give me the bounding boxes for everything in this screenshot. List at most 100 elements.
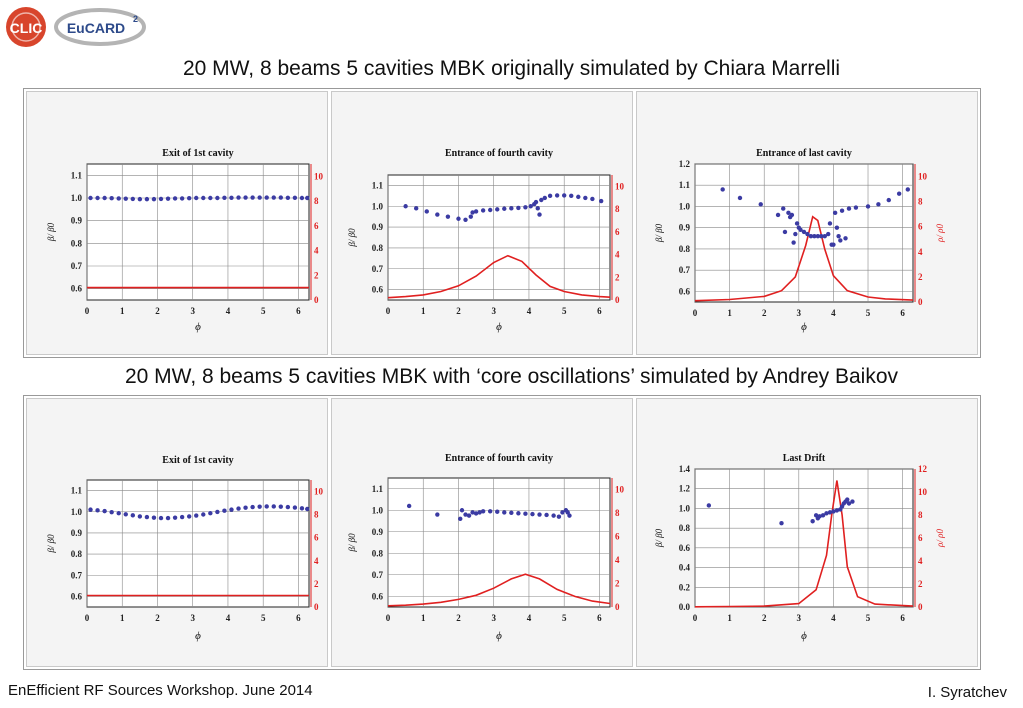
data-point [257,195,262,200]
data-point [463,512,468,517]
y-tick-label: 0.0 [679,602,691,612]
data-point [495,207,500,212]
data-point [278,195,284,200]
logo-area: CLIC EuCARD 2 [4,4,154,50]
data-point [793,231,798,237]
data-point [151,196,157,202]
y2-tick-label: 6 [314,221,319,231]
chart-svg-1: 0 1 2 3 4 5 6 0.6 0.7 0.8 0.9 1.0 1.1 0 2 4 6 8 10 Exit of … [46,148,324,333]
y-tick-label: 0.6 [679,543,691,553]
y-tick-label: 0.9 [71,528,83,538]
y-tick-label: 0.7 [71,261,83,271]
y-tick-label: 0.6 [71,284,83,294]
data-point [470,210,475,215]
data-point [305,506,310,512]
data-point [556,514,562,519]
y2-tick-label: 6 [314,533,319,543]
y-tick-label: 0.8 [71,238,83,248]
y-axis-label: β/ β0 [654,528,664,548]
data-point [194,195,199,201]
data-point [516,511,521,516]
data-point [817,514,822,519]
data-point [292,505,298,510]
data-point [463,217,468,222]
data-point [535,206,540,211]
y-tick-label: 0.7 [71,570,83,580]
data-point [109,196,114,201]
y2-tick-label: 2 [314,270,319,280]
y2-tick-label: 10 [314,171,324,181]
x-tick-label: 2 [456,306,461,316]
data-point [470,510,475,515]
y-tick-label: 0.8 [679,244,691,254]
chart-title: Last Drift [783,453,826,464]
data-point [201,512,206,517]
data-point [782,229,788,235]
y2-tick-label: 2 [615,579,620,589]
data-point [456,216,461,221]
y-axis-label: β/ β0 [347,228,357,248]
data-point [720,187,725,192]
x-tick-label: 3 [190,613,195,623]
data-point [598,198,604,204]
x-tick-label: 0 [386,613,391,623]
chart-panel-6: 0 1 2 3 4 5 6 0.0 0.2 0.4 0.6 0.8 1.0 1.2 1.4 0 2 4 6 8 10 12… [636,398,978,667]
data-point [810,519,815,524]
y-tick-label: 0.6 [372,285,384,295]
y-tick-label: 1.4 [679,464,691,474]
x-tick-label: 4 [831,308,836,318]
data-point [827,221,833,226]
chart-title: Entrance of fourth cavity [445,453,553,464]
data-point [480,208,486,213]
data-point [413,206,419,211]
y2-tick-label: 2 [918,579,923,589]
data-point [516,205,521,211]
data-point [560,510,565,515]
plot-area [387,477,611,608]
data-point [88,507,93,512]
x-tick-label: 5 [866,308,871,318]
data-point [250,195,255,200]
data-point [194,513,199,518]
y2-tick-label: 0 [314,295,319,305]
x-tick-label: 1 [421,306,426,316]
data-point [130,196,136,202]
data-point [539,197,544,203]
data-point [236,506,241,511]
y-tick-label: 1.2 [679,484,691,494]
data-point [786,210,791,216]
footer-event: EnEfficient RF Sources Workshop. June 20… [8,682,313,699]
plot-area [694,468,914,608]
x-tick-label: 1 [120,613,125,623]
data-point [137,514,143,519]
data-point [285,504,291,510]
x-tick-label: 0 [386,306,391,316]
data-point [109,509,114,515]
data-point [845,497,850,502]
y2-tick-label: 6 [615,227,620,237]
y2-tick-label: 8 [918,197,923,207]
data-point [590,196,595,202]
y-tick-label: 0.9 [71,216,83,226]
data-point [271,195,276,200]
x-tick-label: 4 [226,613,231,623]
y-tick-label: 0.9 [679,223,691,233]
y2-tick-label: 0 [918,602,923,612]
data-point [758,202,763,207]
data-point [819,233,824,239]
data-point [468,214,474,219]
y2-tick-label: 10 [314,487,324,497]
density-curve [694,480,914,608]
data-point [158,515,164,521]
data-point [487,509,493,514]
data-point [271,504,276,509]
data-point [533,199,539,205]
data-point [805,231,810,237]
data-point [264,195,269,200]
x-tick-label: 2 [456,613,461,623]
plot-area [86,163,310,301]
data-point [480,509,486,514]
y2-tick-label: 10 [918,172,928,182]
data-point [285,195,291,200]
y-tick-label: 0.8 [679,523,691,533]
